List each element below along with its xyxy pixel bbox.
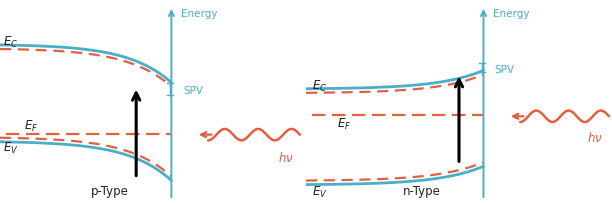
Text: p-Type: p-Type: [91, 185, 129, 198]
Text: $E_F$: $E_F$: [24, 119, 39, 134]
Text: Energy: Energy: [493, 9, 529, 19]
Text: $E_C$: $E_C$: [3, 35, 18, 50]
Text: $E_F$: $E_F$: [337, 117, 351, 132]
Text: $h\nu$: $h\nu$: [587, 131, 603, 145]
Text: SPV: SPV: [494, 65, 514, 75]
Text: $E_V$: $E_V$: [3, 141, 18, 156]
Text: $E_V$: $E_V$: [312, 185, 327, 200]
Text: $E_C$: $E_C$: [312, 79, 327, 94]
Text: n-Type: n-Type: [403, 185, 441, 198]
Text: SPV: SPV: [184, 86, 204, 96]
Text: Energy: Energy: [181, 9, 217, 19]
Text: $h\nu$: $h\nu$: [278, 151, 294, 165]
